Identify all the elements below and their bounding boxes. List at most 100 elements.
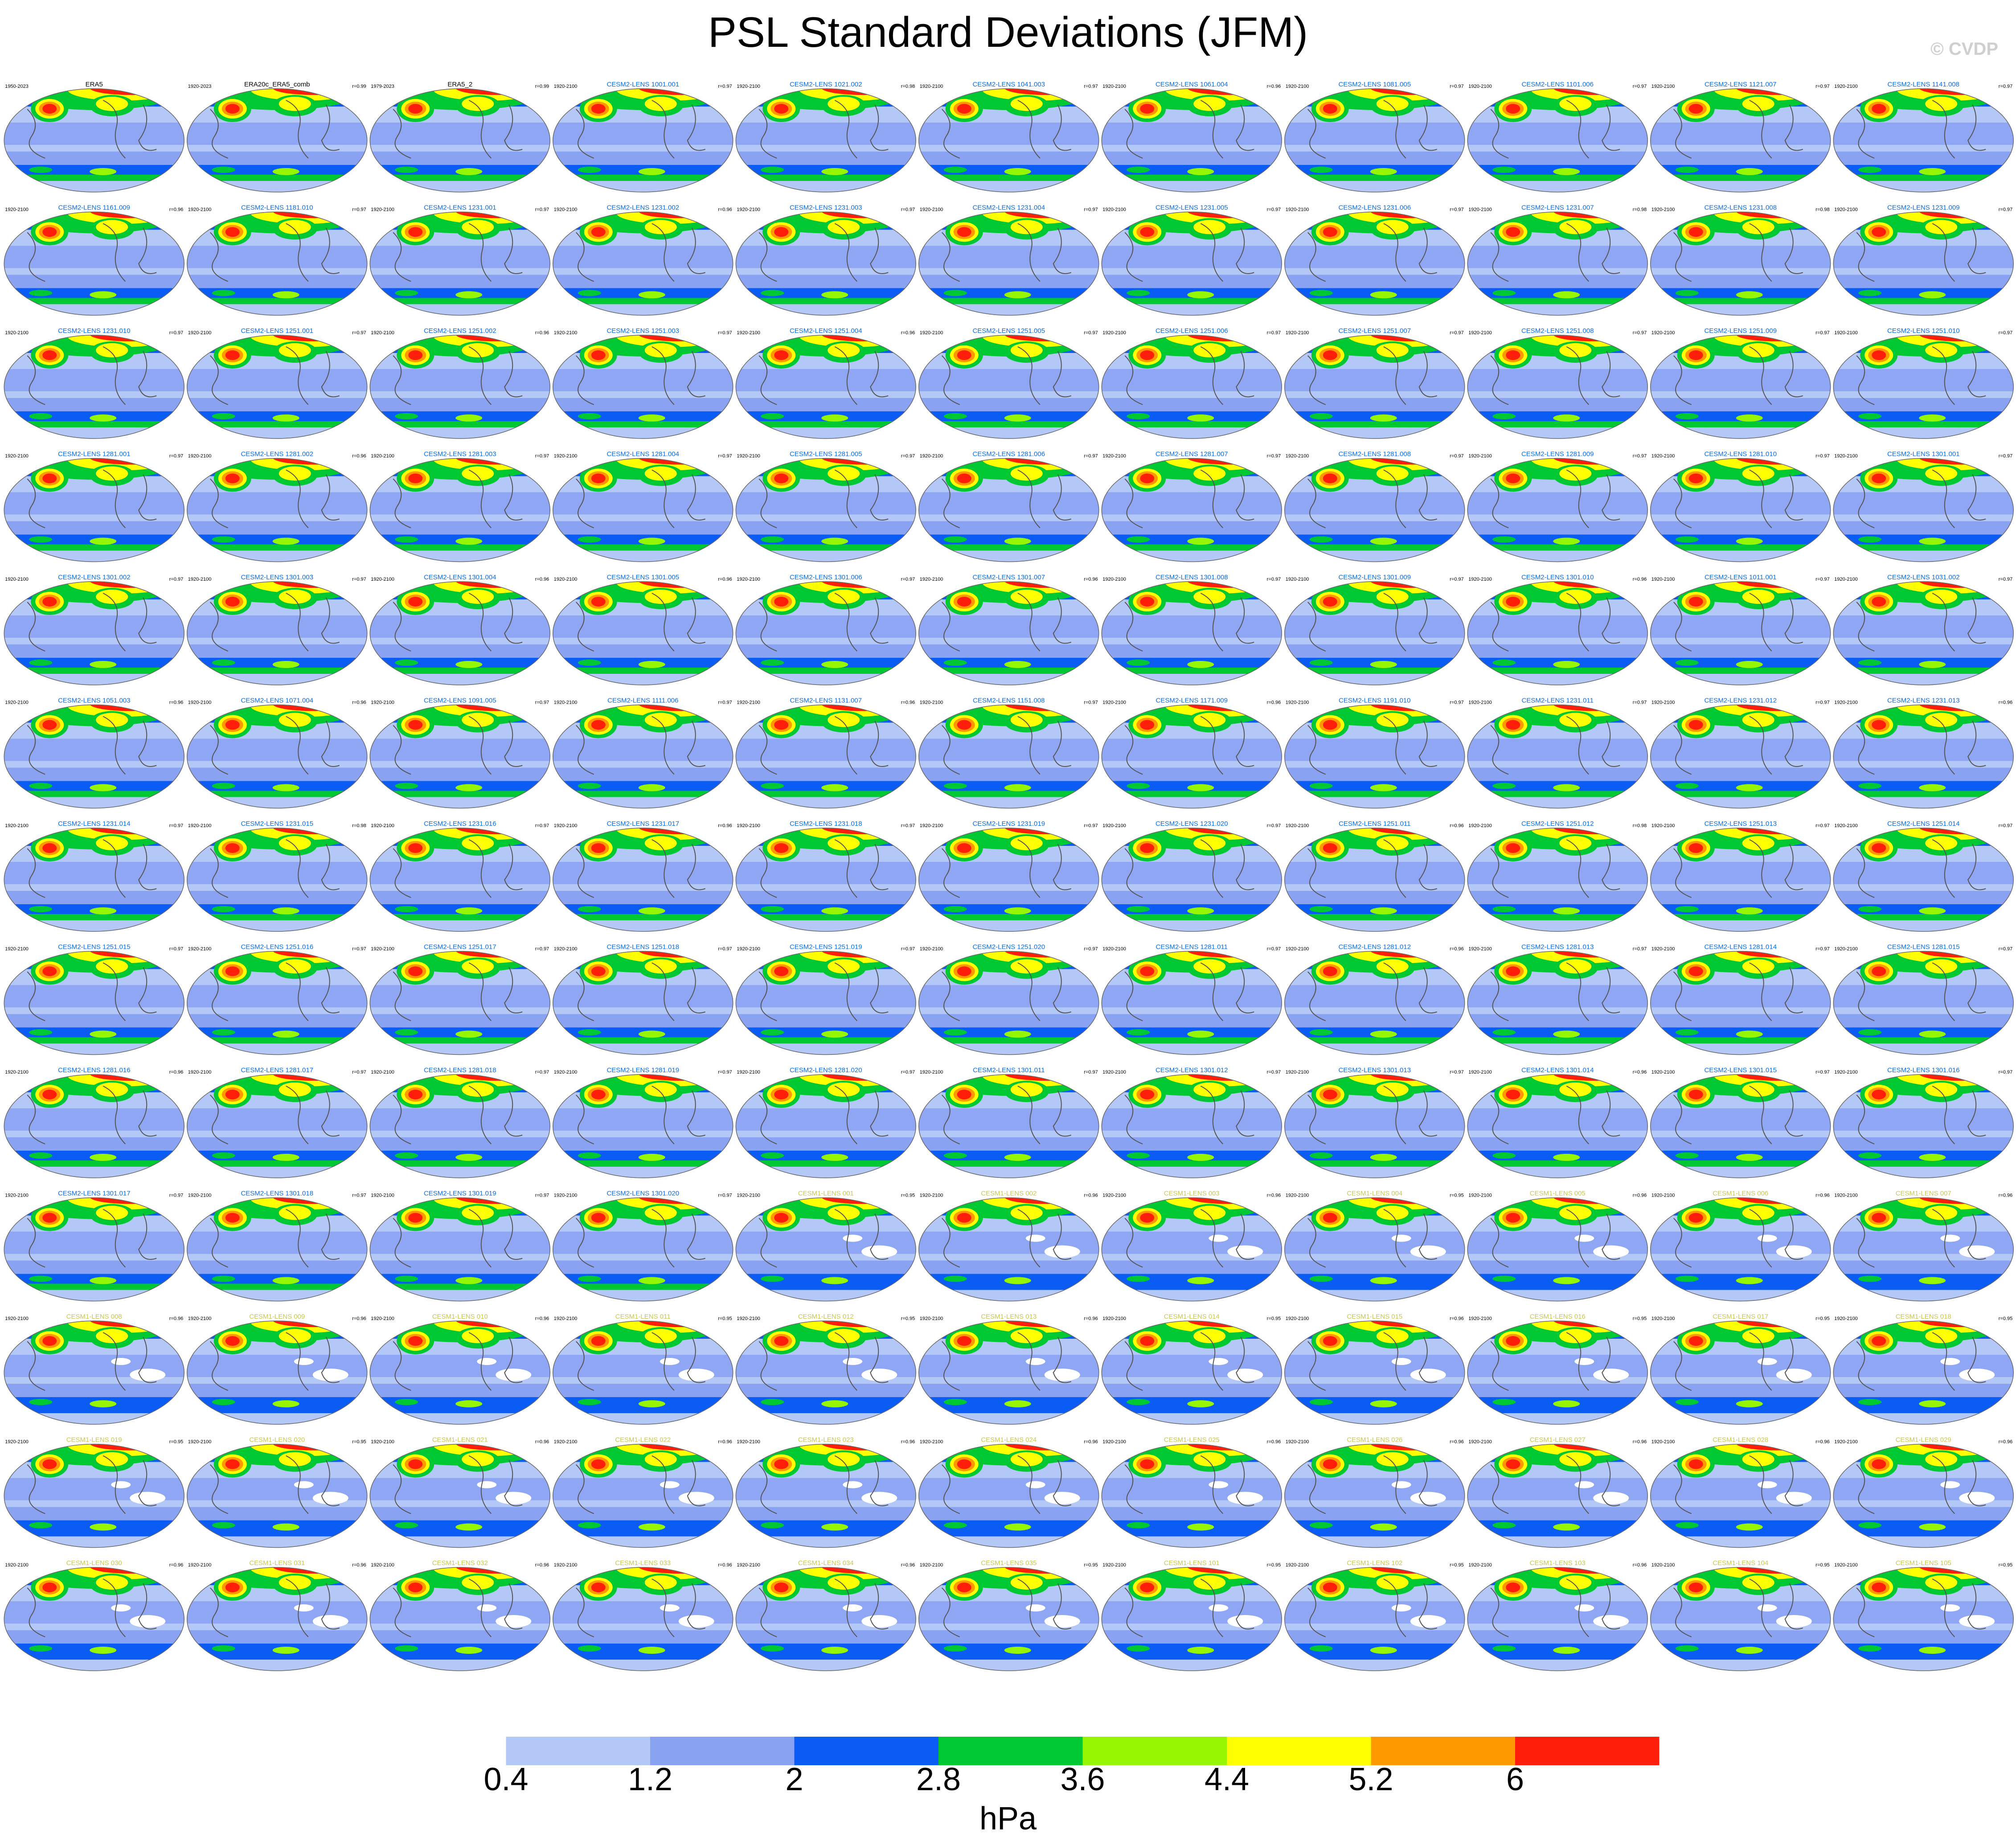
map-field [187,198,367,316]
field-icelandic-yellow [828,959,860,974]
field-icelandic-yellow [279,590,311,604]
field-low-variability [1026,1481,1045,1488]
map-field [370,1307,550,1424]
map-field [1833,321,2013,439]
field-icelandic-yellow [1011,1575,1043,1590]
map-field [1467,1060,1647,1178]
map-field [919,1430,1099,1548]
panel-years: 1920-2100 [737,700,760,705]
panel-correlation: r=0.95 [1815,1316,1830,1321]
field-icelandic-yellow [645,590,677,604]
map-field [1467,444,1647,562]
field-south-blob [1187,1647,1214,1654]
field-aleutian-red [1689,720,1703,730]
field-south-blob [1736,291,1763,299]
field-icelandic-yellow [1742,1329,1774,1343]
field-south-blob [761,660,784,666]
panel-years: 1920-2100 [1651,207,1675,213]
field-icelandic-yellow [1742,836,1774,850]
field-south-blob [395,906,418,912]
panel-title: CESM2-LENS 1301.019 [424,1190,496,1197]
panel-years: 1950-2023 [5,84,29,89]
field-south-blob [1676,1276,1699,1282]
field-aleutian-red [1506,967,1520,976]
map-panel: 1920-2100 CESM2-LENS 1231.005 r=0.97 [1102,198,1282,316]
field-aleutian-red [225,1583,240,1592]
field-aleutian-red [1323,1583,1337,1592]
panel-title: CESM1-LENS 029 [1896,1436,1951,1444]
panel-correlation: r=0.96 [169,1070,184,1075]
field-south-blob [455,907,482,914]
panel-years: 1920-2100 [554,823,578,828]
panel-correlation: r=0.97 [1633,947,1647,952]
panel-years: 1920-2100 [188,1316,212,1321]
panel-years: 1920-2100 [371,823,394,828]
field-band-antarctic [1285,1037,1465,1044]
field-band-antarctic [1833,914,2013,920]
field-south-blob [1127,1276,1150,1282]
panel-years: 1920-2100 [737,1439,760,1445]
field-icelandic-yellow [96,1329,128,1343]
field-south-blob [761,167,784,173]
field-south-blob [1004,1154,1031,1161]
field-band-south [1102,1630,1282,1644]
field-icelandic-yellow [1925,1575,1957,1590]
field-band-antarctic [1467,791,1647,797]
map-field [370,74,550,192]
field-band-tropics [4,739,184,761]
map-field [1651,567,1831,685]
field-icelandic-yellow [279,220,311,234]
field-icelandic-yellow [1011,467,1043,481]
map-field [736,321,916,439]
field-band-south [1651,1261,1831,1274]
field-icelandic-yellow [462,467,494,481]
field-band-south [1651,1507,1831,1521]
field-south-blob [1370,1031,1397,1038]
map-field [1102,74,1282,192]
panel-title: CESM2-LENS 1231.008 [1704,204,1777,212]
field-south-blob [455,291,482,299]
field-aleutian-red [1323,104,1337,114]
panel-title: CESM2-LENS 1231.015 [241,820,313,828]
field-icelandic-yellow [1377,343,1409,357]
map-panel: 1920-2100 CESM1-LENS 028 r=0.96 [1651,1430,1831,1548]
field-band-antarctic [736,1407,916,1413]
panel-correlation: r=0.97 [352,947,366,952]
panel-years: 1920-2100 [1651,454,1675,459]
panel-years: 1920-2100 [1834,207,1858,213]
field-band-antarctic [370,1284,550,1290]
field-aleutian-red [225,474,240,484]
panel-title: CESM2-LENS 1231.006 [1338,204,1411,212]
panel-title: CESM1-LENS 030 [66,1559,122,1567]
field-south-blob [455,168,482,175]
field-icelandic-yellow [1742,1452,1774,1467]
panel-correlation: r=0.97 [1267,823,1281,828]
field-band-south [1833,275,2013,288]
panel-years: 1920-2100 [188,1070,212,1075]
field-band-south [1102,275,1282,288]
field-low-variability [1209,1604,1228,1611]
field-band-tropics [1102,739,1282,761]
field-band-south [4,398,184,411]
field-aleutian-red [1140,1090,1154,1099]
field-band-south [370,521,550,535]
panel-title: CESM2-LENS 1051.003 [58,697,131,705]
panel-years: 1920-2100 [1102,947,1126,952]
field-low-variability [130,1615,165,1628]
field-aleutian-red [1689,1460,1703,1469]
field-low-variability [843,1358,862,1365]
field-south-blob [29,783,52,789]
field-south-blob [1858,1645,1881,1652]
field-band-south [736,644,916,658]
field-south-blob [1370,1647,1397,1654]
panel-correlation: r=0.97 [1084,84,1098,89]
field-aleutian-red [1872,1090,1886,1099]
panel-correlation: r=0.97 [1999,454,2013,459]
map-field [1833,74,2013,192]
field-band-tropics [4,123,184,145]
field-band-south [1285,1137,1465,1151]
field-band-tropics [1833,246,2013,268]
field-band-tropics [919,1108,1099,1131]
map-field [1102,1060,1282,1178]
field-aleutian-red [408,1090,422,1099]
